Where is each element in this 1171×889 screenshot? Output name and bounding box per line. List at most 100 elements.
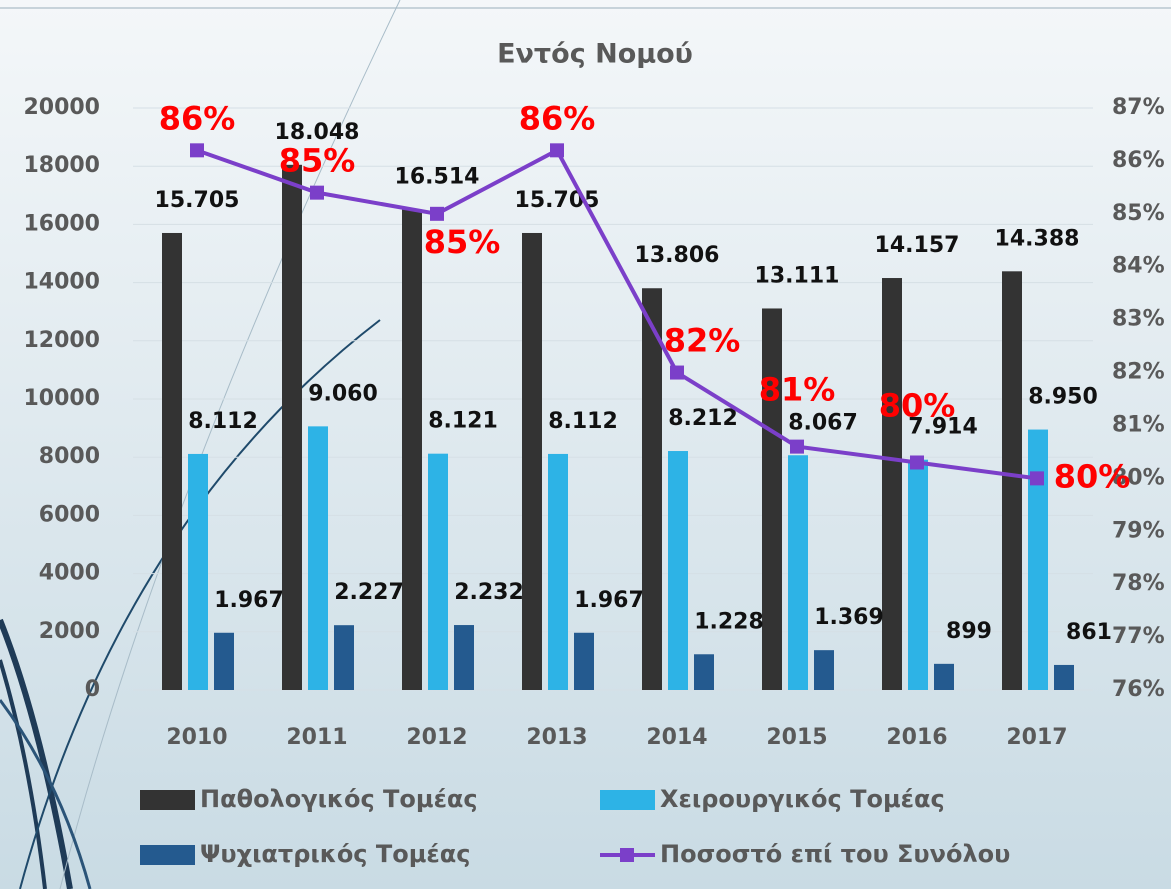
x-tick-label: 2013 xyxy=(526,725,587,750)
line-marker xyxy=(190,143,204,157)
bar xyxy=(1054,665,1074,690)
data-label: 8.212 xyxy=(668,406,738,431)
y-tick-label: 10000 xyxy=(23,386,100,411)
data-label: 85% xyxy=(279,142,356,180)
line-marker xyxy=(1030,471,1044,485)
legend-label: Ψυχιατρικός Τομέας xyxy=(200,840,470,868)
x-tick-label: 2010 xyxy=(166,725,227,750)
y-tick-label: 0 xyxy=(85,677,100,702)
y2-tick-label: 85% xyxy=(1112,201,1165,226)
bar xyxy=(522,233,542,690)
legend-swatch xyxy=(140,790,195,810)
bar xyxy=(1002,271,1022,690)
bar xyxy=(334,625,354,690)
y-tick-label: 16000 xyxy=(23,211,100,236)
data-label: 9.060 xyxy=(308,381,378,406)
data-label: 8.112 xyxy=(188,409,258,434)
bar xyxy=(162,233,182,690)
y2-tick-label: 78% xyxy=(1112,571,1165,596)
y-tick-label: 12000 xyxy=(23,328,100,353)
data-label: 86% xyxy=(159,99,236,137)
bar xyxy=(428,454,448,690)
data-label: 85% xyxy=(424,223,501,261)
y2-tick-label: 82% xyxy=(1112,360,1165,385)
data-label: 2.232 xyxy=(454,580,524,605)
data-label: 15.705 xyxy=(155,188,240,213)
y-tick-label: 4000 xyxy=(39,561,100,586)
data-label: 8.112 xyxy=(548,409,618,434)
line-marker xyxy=(430,207,444,221)
data-label: 8.950 xyxy=(1028,385,1098,410)
x-tick-label: 2015 xyxy=(766,725,827,750)
x-tick-label: 2012 xyxy=(406,725,467,750)
bar xyxy=(308,426,328,690)
bar xyxy=(642,288,662,690)
y2-tick-label: 79% xyxy=(1112,518,1165,543)
data-label: 14.157 xyxy=(875,233,960,258)
data-label: 1.228 xyxy=(694,609,764,634)
line-marker xyxy=(910,455,924,469)
data-label: 86% xyxy=(519,99,596,137)
data-label: 80% xyxy=(879,386,956,424)
data-label: 82% xyxy=(664,322,741,360)
bar xyxy=(908,460,928,690)
x-tick-label: 2011 xyxy=(286,725,347,750)
data-label: 81% xyxy=(759,371,836,409)
data-label: 2.227 xyxy=(334,580,404,605)
y2-tick-label: 77% xyxy=(1112,624,1165,649)
line-marker xyxy=(550,143,564,157)
legend-label: Χειρουργικός Τομέας xyxy=(660,785,945,813)
legend-label: Παθολογικός Τομέας xyxy=(200,785,478,813)
bar xyxy=(788,455,808,690)
y2-tick-label: 83% xyxy=(1112,307,1165,332)
y-tick-label: 14000 xyxy=(23,270,100,295)
x-tick-label: 2016 xyxy=(886,725,947,750)
data-label: 14.388 xyxy=(995,226,1080,251)
bar xyxy=(548,454,568,690)
data-label: 8.067 xyxy=(788,410,858,435)
y2-tick-label: 76% xyxy=(1112,677,1165,702)
bar xyxy=(934,664,954,690)
bar xyxy=(694,654,714,690)
x-tick-label: 2017 xyxy=(1006,725,1067,750)
data-label: 899 xyxy=(946,619,992,644)
y-tick-label: 20000 xyxy=(23,95,100,120)
data-label: 13.111 xyxy=(755,263,840,288)
data-label: 13.806 xyxy=(635,243,720,268)
bar xyxy=(1028,430,1048,690)
legend-swatch xyxy=(600,790,655,810)
bar xyxy=(454,625,474,690)
y-tick-label: 18000 xyxy=(23,153,100,178)
data-label: 16.514 xyxy=(395,164,480,189)
data-label: 80% xyxy=(1054,457,1131,495)
y2-tick-label: 86% xyxy=(1112,148,1165,173)
legend-swatch xyxy=(140,845,195,865)
y2-tick-label: 87% xyxy=(1112,95,1165,120)
bar xyxy=(214,633,234,690)
legend-label: Ποσοστό επί του Συνόλου xyxy=(660,840,1010,868)
line-marker xyxy=(790,440,804,454)
bar xyxy=(882,278,902,690)
y2-tick-label: 84% xyxy=(1112,254,1165,279)
bar xyxy=(668,451,688,690)
bar xyxy=(188,454,208,690)
data-label: 861 xyxy=(1066,620,1112,645)
bar xyxy=(574,633,594,690)
bar xyxy=(762,308,782,690)
bar xyxy=(402,209,422,690)
bar xyxy=(282,165,302,690)
x-tick-label: 2014 xyxy=(646,725,707,750)
legend-marker xyxy=(620,848,634,862)
data-label: 1.369 xyxy=(814,605,884,630)
line-marker xyxy=(310,186,324,200)
data-label: 8.121 xyxy=(428,409,498,434)
chart-title: Εντός Νομού xyxy=(497,39,693,70)
chart: Εντός Νομού 0200040006000800010000120001… xyxy=(0,0,1171,889)
data-label: 1.967 xyxy=(214,588,284,613)
bar xyxy=(814,650,834,690)
y2-tick-label: 81% xyxy=(1112,412,1165,437)
y-tick-label: 2000 xyxy=(39,619,100,644)
data-label: 1.967 xyxy=(574,588,644,613)
line-marker xyxy=(670,366,684,380)
y-tick-label: 6000 xyxy=(39,502,100,527)
